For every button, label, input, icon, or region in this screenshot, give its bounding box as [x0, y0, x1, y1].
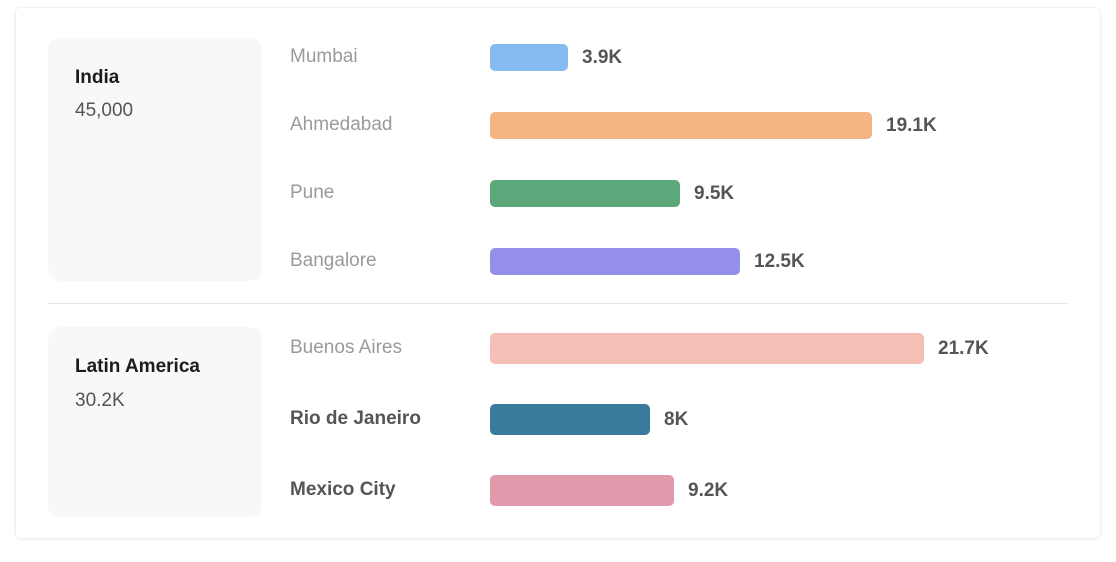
category-label: Ahmedabad	[290, 114, 393, 135]
bar	[490, 475, 674, 506]
value-label: 3.9K	[582, 47, 623, 68]
category-label: Rio de Janeiro	[290, 408, 421, 429]
bar	[490, 112, 872, 139]
value-label: 8K	[664, 409, 689, 430]
category-label: Mexico City	[290, 479, 396, 500]
category-label: Pune	[290, 182, 335, 203]
bar	[490, 333, 924, 364]
section-divider	[48, 303, 1068, 304]
value-label: 21.7K	[938, 338, 989, 359]
bar	[490, 404, 650, 435]
value-label: 12.5K	[754, 251, 805, 272]
regional-breakdown-card: India 45,000 Mumbai 3.9K Ahmedabad 19.1K…	[16, 8, 1100, 538]
bar	[490, 44, 568, 71]
value-label: 19.1K	[886, 115, 937, 136]
category-label: Mumbai	[290, 46, 358, 67]
region-name: India	[75, 67, 120, 88]
latin-america-summary-panel: Latin America 30.2K	[48, 327, 262, 517]
bar	[490, 180, 680, 207]
category-label: Buenos Aires	[290, 337, 402, 358]
india-summary-panel: India 45,000	[48, 38, 262, 281]
region-total: 30.2K	[75, 390, 125, 411]
bar	[490, 248, 740, 275]
value-label: 9.2K	[688, 480, 729, 501]
value-label: 9.5K	[694, 183, 735, 204]
region-name: Latin America	[75, 356, 200, 377]
region-total: 45,000	[75, 100, 134, 121]
category-label: Bangalore	[290, 250, 377, 271]
